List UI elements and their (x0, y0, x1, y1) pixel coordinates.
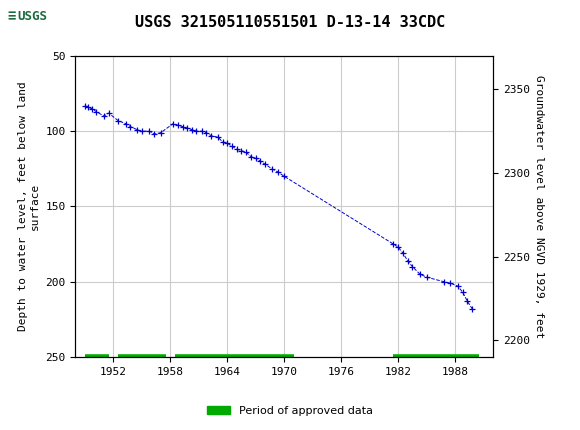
Y-axis label: Depth to water level, feet below land
surface: Depth to water level, feet below land su… (19, 82, 40, 331)
Text: USGS: USGS (17, 9, 47, 23)
FancyBboxPatch shape (6, 3, 58, 29)
Text: ≡: ≡ (8, 9, 16, 23)
Text: USGS 321505110551501 D-13-14 33CDC: USGS 321505110551501 D-13-14 33CDC (135, 15, 445, 30)
Y-axis label: Groundwater level above NGVD 1929, feet: Groundwater level above NGVD 1929, feet (534, 75, 543, 338)
Legend: Period of approved data: Period of approved data (203, 401, 377, 420)
